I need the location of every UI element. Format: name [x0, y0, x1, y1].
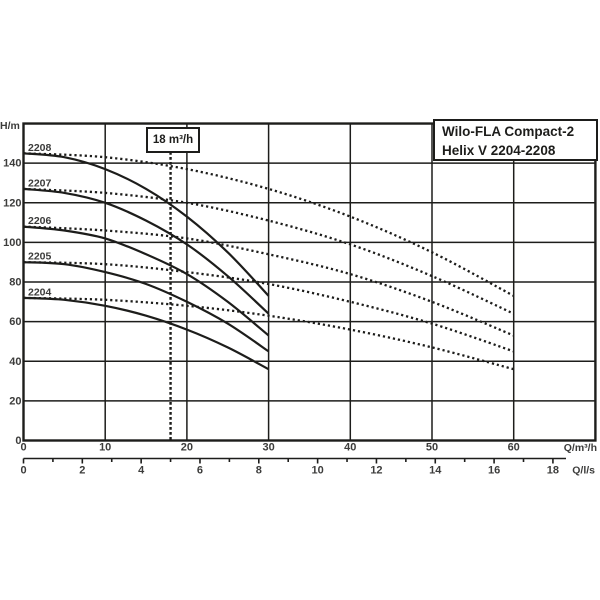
x-tick-label-m3h: 60	[508, 442, 520, 454]
curve-2204-two-pumps-parallel	[23, 296, 514, 371]
chart-title-line1: Wilo-FLA Compact-2	[442, 124, 575, 139]
y-axis-unit-label: H/m	[0, 120, 20, 132]
x-tick-label-m3h: 20	[181, 442, 193, 454]
plot-border	[22, 122, 597, 442]
x-tick-label-m3h: 10	[99, 442, 111, 454]
y-tick-label: 20	[9, 395, 21, 407]
x-tick-label-ls: 10	[311, 465, 323, 477]
curve-2207-single-pump	[23, 187, 270, 315]
x-axis-unit-label-ls: Q/l/s	[572, 465, 595, 477]
x-tick-label-m3h: 30	[262, 442, 274, 454]
x-tick-label-ls: 4	[138, 465, 145, 477]
curve-2204-single-pump	[23, 296, 270, 371]
y-tick-label: 100	[3, 237, 21, 249]
x-tick-label-ls: 2	[79, 465, 85, 477]
y-tick-label: 60	[9, 316, 21, 328]
x-tick-label-m3h: 40	[344, 442, 356, 454]
curve-2208-two-pumps-parallel	[23, 152, 515, 297]
curve-2207-two-pumps-parallel	[23, 187, 515, 315]
pump-curves	[23, 152, 515, 371]
chart-title-box: Wilo-FLA Compact-2 Helix V 2204-2208	[433, 119, 598, 161]
y-tick-label: 80	[9, 277, 21, 289]
curve-2205-single-pump	[23, 261, 270, 353]
x-tick-label-m3h: 0	[20, 442, 26, 454]
curve-2206-two-pumps-parallel	[23, 225, 515, 337]
flow-marker-label: 18 m³/h	[152, 134, 194, 146]
curve-2205-two-pumps-parallel	[23, 261, 515, 353]
x-tick-label-ls: 18	[547, 465, 559, 477]
x-tick-label-m3h: 50	[426, 442, 438, 454]
flow-marker-label-box: 18 m³/h	[146, 127, 200, 153]
curve-label-2205: 2205	[28, 251, 52, 263]
y-tick-label: 140	[3, 158, 21, 170]
y-tick-label: 120	[3, 197, 21, 209]
x-axis-unit-label-m3h: Q/m³/h	[564, 442, 597, 454]
y-tick-label: 0	[15, 435, 21, 447]
x-tick-label-ls: 16	[488, 465, 500, 477]
x-tick-label-ls: 6	[197, 465, 203, 477]
x-tick-label-ls: 8	[256, 465, 262, 477]
y-tick-label: 40	[9, 356, 21, 368]
curve-label-2207: 2207	[28, 177, 52, 189]
curve-2208-single-pump	[23, 152, 270, 297]
curve-label-2204: 2204	[28, 286, 52, 298]
chart-title-line2: Helix V 2204-2208	[442, 143, 556, 158]
x-tick-label-ls: 0	[20, 465, 26, 477]
curve-label-2208: 2208	[28, 142, 52, 154]
x-tick-label-ls: 14	[429, 465, 442, 477]
secondary-axis	[22, 457, 566, 464]
curve-label-2206: 2206	[28, 215, 52, 227]
x-tick-label-ls: 12	[370, 465, 382, 477]
curve-2206-single-pump	[23, 225, 270, 337]
